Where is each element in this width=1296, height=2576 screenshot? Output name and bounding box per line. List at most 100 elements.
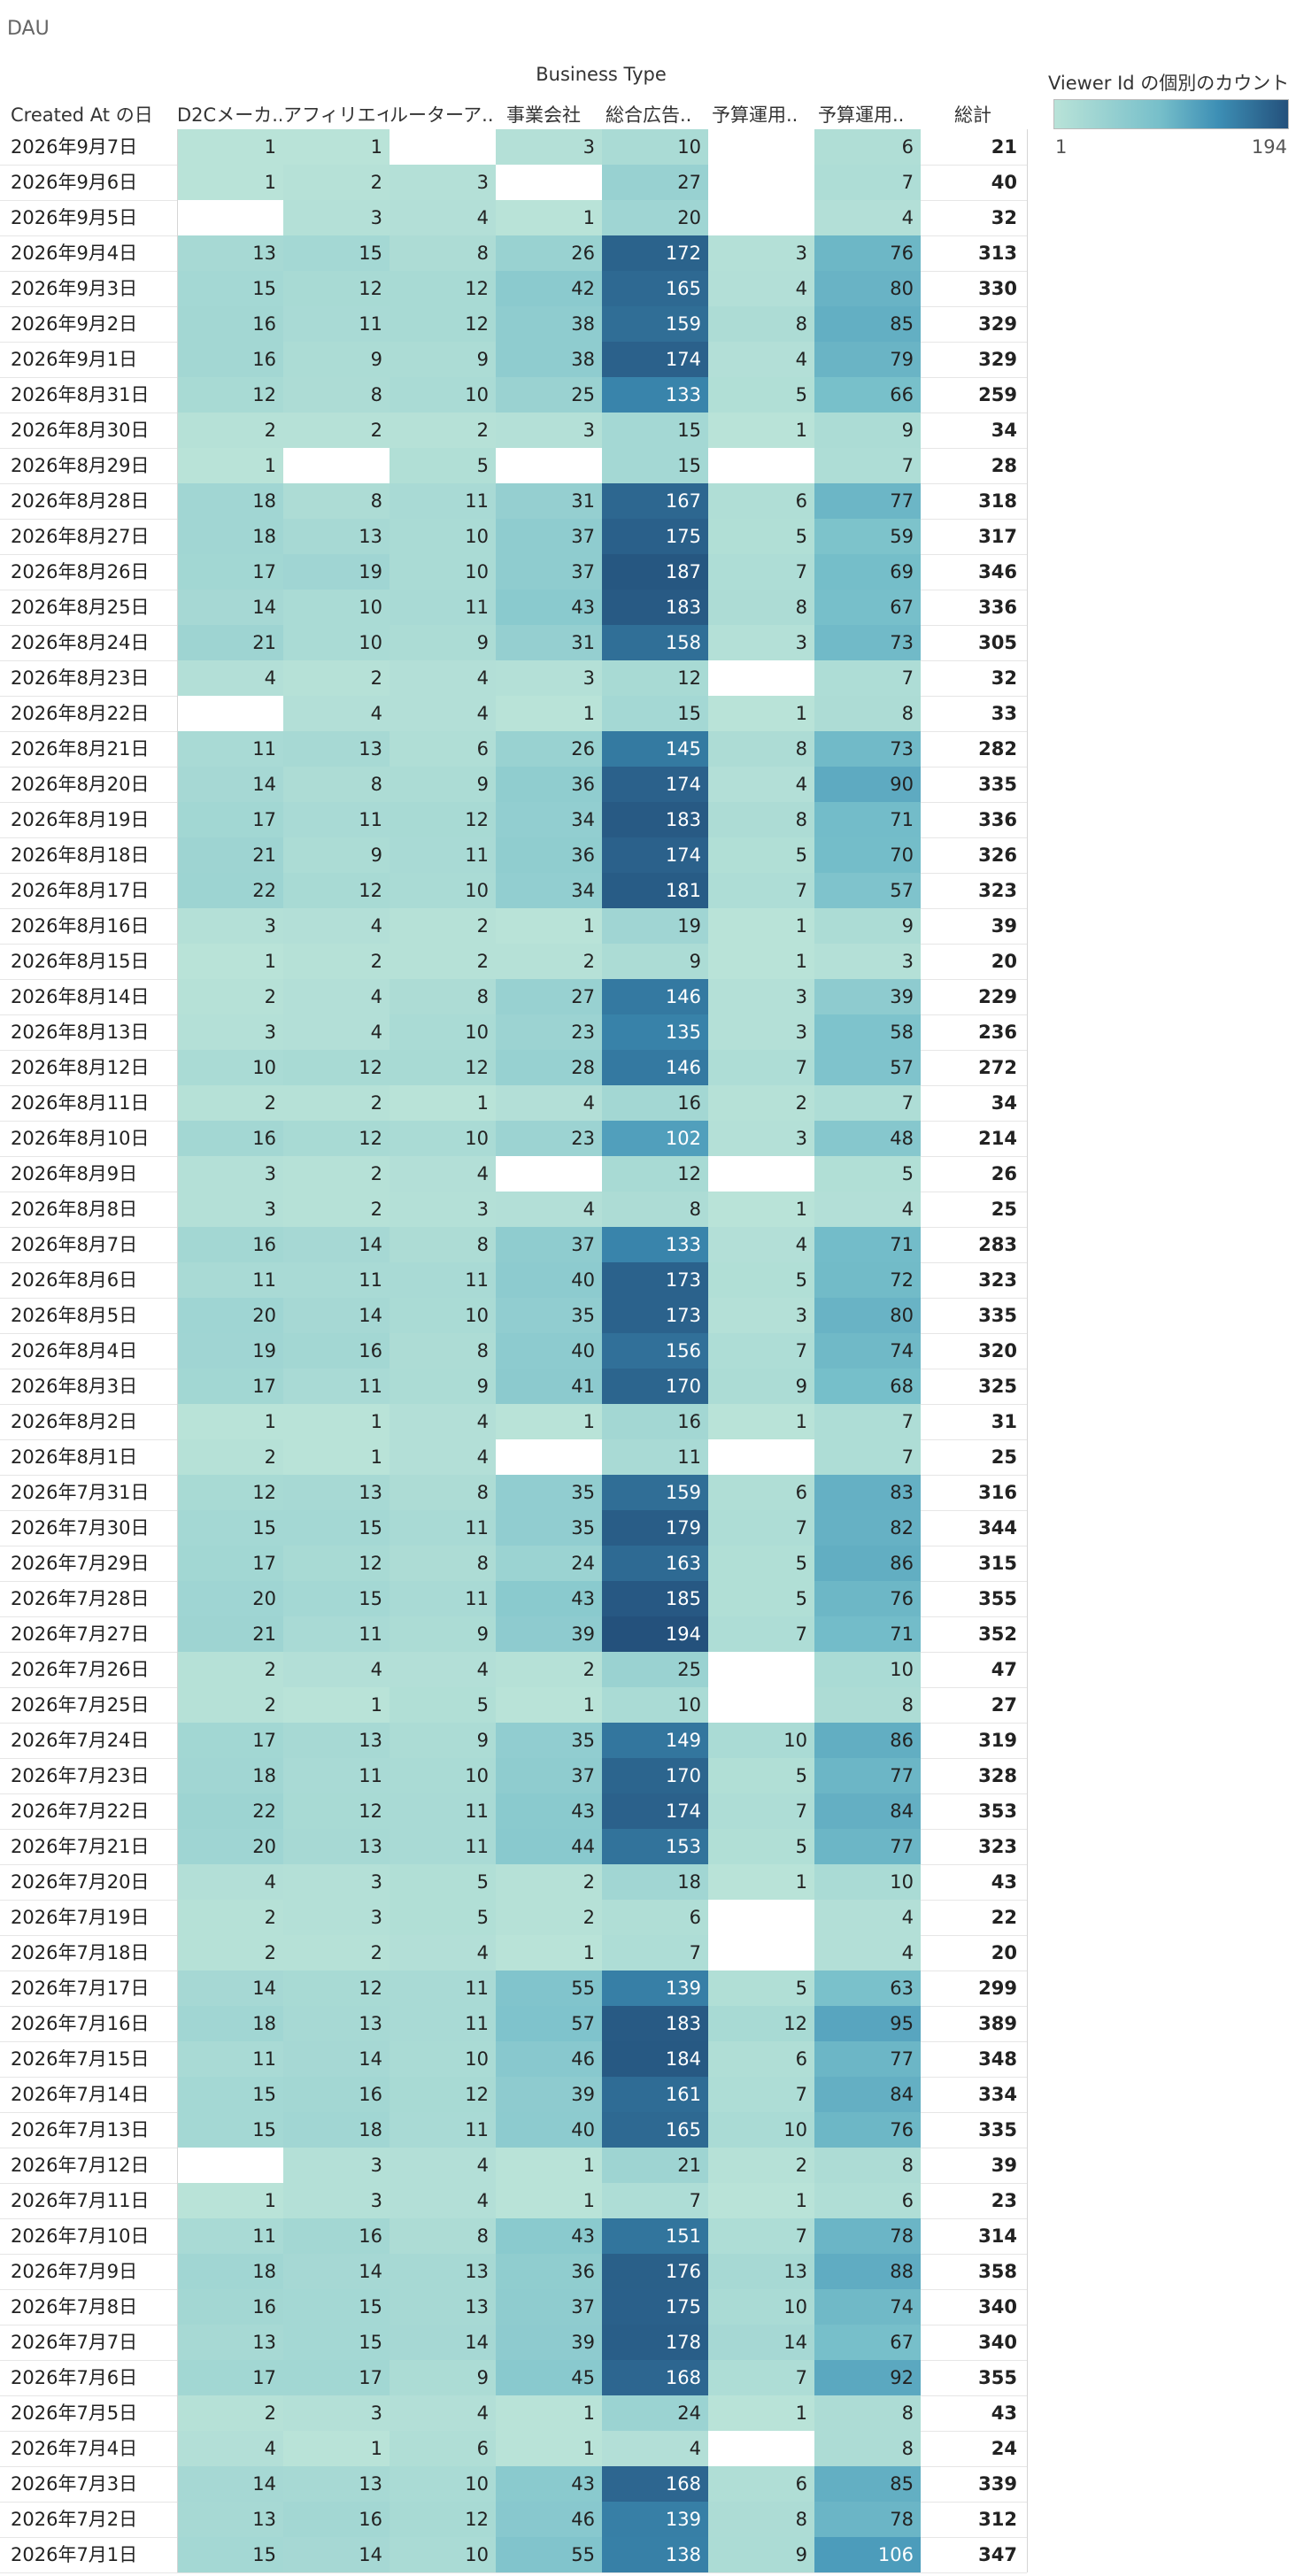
heatmap-cell: 168: [602, 2360, 708, 2395]
row-date-label: 2026年8月19日: [11, 809, 150, 830]
row-total: 299: [978, 1978, 1017, 1999]
heatmap-cell: 11: [283, 1369, 390, 1404]
heatmap-cell: 40: [496, 2112, 602, 2148]
heatmap-cell: 11: [177, 2041, 283, 2077]
table-row: 2026年8月8日 3 2 3 4 8 1 4 25: [0, 1192, 1027, 1227]
heatmap-cell: 26: [496, 731, 602, 767]
table-row: 2026年8月23日 4 2 4 3 12 7 32: [0, 660, 1027, 696]
heatmap-cell: 55: [496, 2537, 602, 2572]
heatmap-cell: 12: [390, 2502, 496, 2537]
heatmap-cell: 21: [177, 1616, 283, 1652]
column-header: アフィリエイト: [283, 104, 388, 126]
heatmap-cell: 8: [814, 2148, 921, 2183]
column-divider: [177, 129, 178, 2572]
heatmap-cell: 2: [283, 1085, 390, 1121]
heatmap-cell: 17: [283, 2360, 390, 2395]
row-date-label: 2026年8月24日: [11, 632, 150, 653]
row-date-label: 2026年7月1日: [11, 2544, 138, 2565]
heatmap-cell: 68: [814, 1369, 921, 1404]
heatmap-cell: 2: [496, 1864, 602, 1900]
heatmap-cell: 14: [177, 767, 283, 802]
heatmap-cell: 31: [496, 625, 602, 660]
heatmap-cell: 12: [177, 1475, 283, 1510]
row-date-label: 2026年8月20日: [11, 774, 150, 795]
heatmap-cell: 185: [602, 1581, 708, 1616]
heatmap-cell: 15: [283, 2289, 390, 2325]
heatmap-cell: 13: [177, 2325, 283, 2360]
heatmap-cell: 71: [814, 802, 921, 837]
row-date-label: 2026年7月16日: [11, 2013, 150, 2034]
table-row: 2026年7月26日 2 4 4 2 25 10 47: [0, 1652, 1027, 1687]
heatmap-cell: 3: [177, 908, 283, 944]
heatmap-cell: 11: [283, 306, 390, 342]
row-total: 323: [978, 880, 1017, 901]
table-row: 2026年8月15日 1 2 2 2 9 1 3 20: [0, 944, 1027, 979]
heatmap-cell: 3: [708, 1298, 814, 1333]
table-row: 2026年7月30日 15 15 11 35 179 7 82 344: [0, 1510, 1027, 1546]
heatmap-cell: 1: [708, 908, 814, 944]
heatmap-cell: 2: [283, 944, 390, 979]
heatmap-cell: 17: [177, 1369, 283, 1404]
heatmap-cell: 10: [814, 1652, 921, 1687]
heatmap-cell: 4: [708, 271, 814, 306]
heatmap-cell: 7: [708, 2360, 814, 2395]
heatmap-cell: 14: [177, 1971, 283, 2006]
row-total: 25: [991, 1199, 1017, 1220]
heatmap-cell: 14: [283, 2041, 390, 2077]
heatmap-cell: 95: [814, 2006, 921, 2041]
heatmap-cell: 18: [177, 1758, 283, 1793]
heatmap-cell: 8: [814, 2395, 921, 2431]
heatmap-cell: 183: [602, 2006, 708, 2041]
heatmap-cell: 5: [390, 1687, 496, 1723]
table-row: 2026年8月28日 18 8 11 31 167 6 77 318: [0, 483, 1027, 519]
heatmap-cell: [708, 660, 814, 696]
row-date-label: 2026年7月29日: [11, 1553, 150, 1574]
row-total: 323: [978, 1269, 1017, 1291]
heatmap-cell: 16: [283, 2077, 390, 2112]
heatmap-cell: 18: [177, 483, 283, 519]
heatmap-cell: 7: [814, 165, 921, 200]
table-row: 2026年7月17日 14 12 11 55 139 5 63 299: [0, 1971, 1027, 2006]
row-total: 305: [978, 632, 1017, 653]
heatmap-cell: 4: [283, 1014, 390, 1050]
heatmap-cell: 85: [814, 2466, 921, 2502]
heatmap-cell: 12: [602, 660, 708, 696]
heatmap-cell: 36: [496, 2254, 602, 2289]
heatmap-cell: 1: [708, 2183, 814, 2218]
row-date-label: 2026年8月29日: [11, 455, 150, 476]
heatmap-cell: 17: [177, 1723, 283, 1758]
heatmap-cell: 2: [496, 1652, 602, 1687]
row-date-label: 2026年7月17日: [11, 1978, 150, 1999]
heatmap-cell: 138: [602, 2537, 708, 2572]
heatmap-cell: 17: [177, 2360, 283, 2395]
heatmap-cell: 57: [814, 873, 921, 908]
heatmap-cell: 10: [390, 519, 496, 554]
row-total: 21: [991, 136, 1017, 158]
row-total: 336: [978, 597, 1017, 618]
heatmap-cell: 41: [496, 1369, 602, 1404]
heatmap-cell: 73: [814, 625, 921, 660]
heatmap-cell: [708, 2431, 814, 2466]
row-total: 31: [991, 1411, 1017, 1432]
heatmap-cell: 9: [390, 1369, 496, 1404]
heatmap-cell: 9: [390, 1723, 496, 1758]
heatmap-cell: 16: [602, 1085, 708, 1121]
row-total: 22: [991, 1907, 1017, 1928]
heatmap-cell: 35: [496, 1298, 602, 1333]
heatmap-cell: 3: [390, 165, 496, 200]
row-date-label: 2026年7月15日: [11, 2048, 150, 2070]
heatmap-cell: 174: [602, 1793, 708, 1829]
row-date-label: 2026年7月10日: [11, 2225, 150, 2247]
heatmap-cell: 7: [708, 1050, 814, 1085]
heatmap-cell: 17: [177, 802, 283, 837]
row-date-label: 2026年7月6日: [11, 2367, 138, 2388]
row-date-label: 2026年7月8日: [11, 2296, 138, 2318]
table-row: 2026年7月3日 14 13 10 43 168 6 85 339: [0, 2466, 1027, 2502]
row-total: 20: [991, 1942, 1017, 1963]
heatmap-cell: 11: [283, 1758, 390, 1793]
heatmap-cell: 12: [390, 1050, 496, 1085]
row-date-label: 2026年7月31日: [11, 1482, 150, 1503]
heatmap-cell: [708, 1935, 814, 1971]
heatmap-cell: 167: [602, 483, 708, 519]
heatmap-cell: 8: [283, 483, 390, 519]
